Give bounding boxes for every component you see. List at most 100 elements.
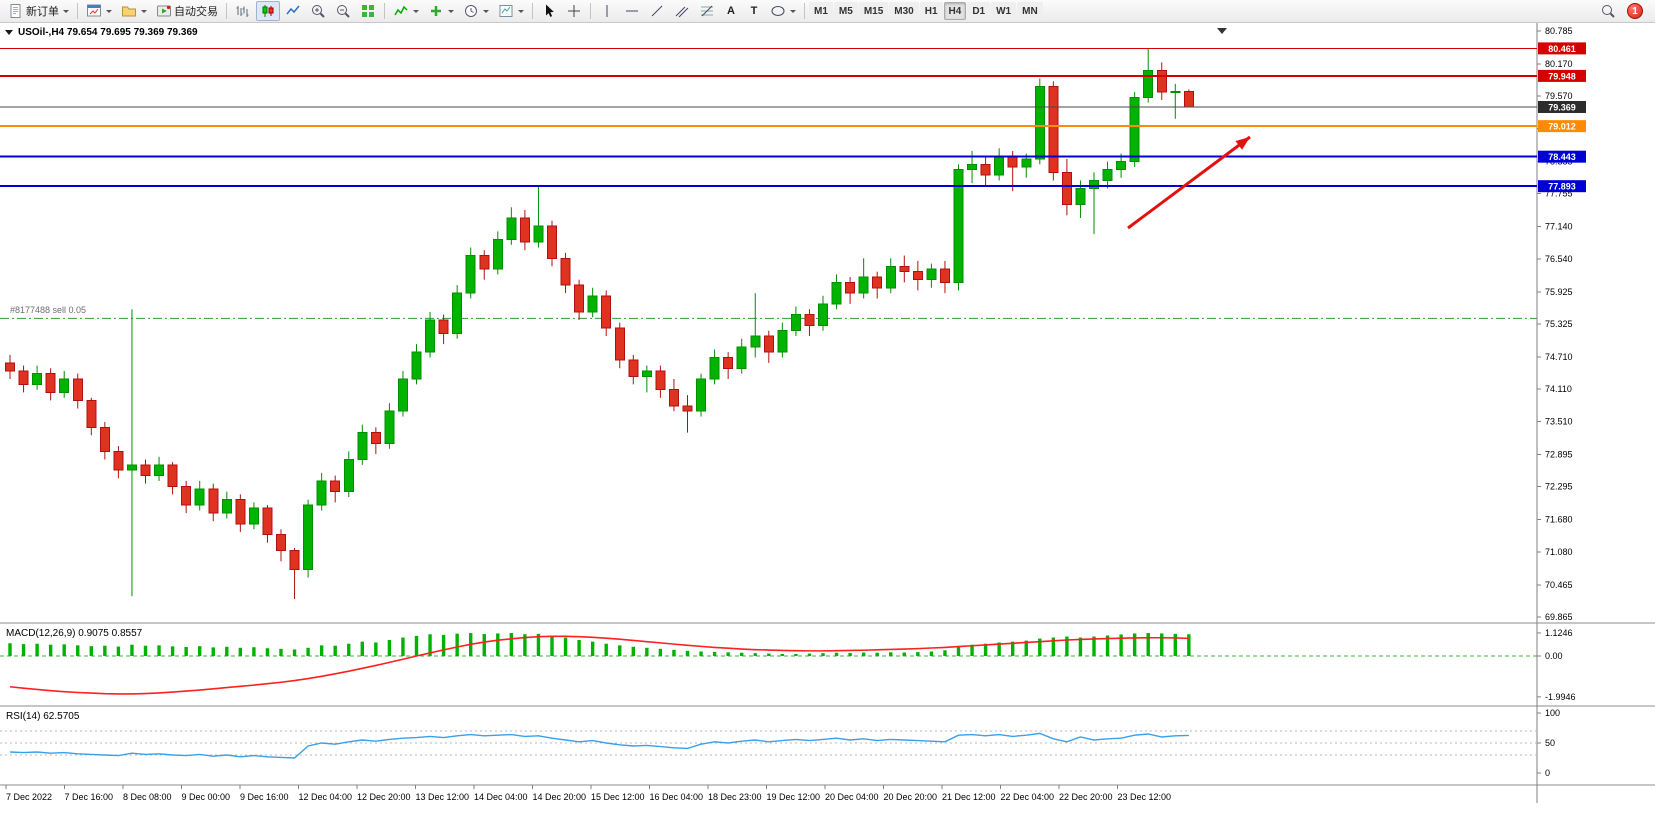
- new-order-icon: [8, 3, 24, 19]
- svg-text:23 Dec 12:00: 23 Dec 12:00: [1118, 792, 1172, 802]
- cursor-tool-button[interactable]: [537, 1, 561, 21]
- one-click-trading-toggle[interactable]: [5, 30, 13, 35]
- hlines-layer: [0, 47, 1537, 188]
- svg-text:12 Dec 20:00: 12 Dec 20:00: [357, 792, 411, 802]
- rsi-label: RSI(14) 62.5705: [6, 711, 80, 722]
- horizontal-line-tool-button[interactable]: [620, 1, 644, 21]
- vertical-line-tool-button[interactable]: [595, 1, 619, 21]
- timeframe-d1-button[interactable]: D1: [967, 2, 991, 20]
- caret-down-icon: [483, 9, 489, 13]
- trendline-icon: [649, 3, 665, 19]
- caret-down-icon: [518, 9, 524, 13]
- cursor-icon: [541, 3, 557, 19]
- horizontal-line-icon: [624, 3, 640, 19]
- svg-text:0: 0: [1545, 768, 1550, 778]
- svg-text:77.755: 77.755: [1545, 189, 1573, 199]
- position-label: #8177488 sell 0.05: [10, 305, 87, 316]
- chart-window[interactable]: 80.78580.17079.57078.96578.35577.75577.1…: [0, 23, 1655, 825]
- svg-text:77.140: 77.140: [1545, 222, 1573, 232]
- timeframe-m5-button[interactable]: M5: [833, 2, 858, 20]
- add-indicator-button[interactable]: [424, 1, 458, 21]
- svg-text:14 Dec 04:00: 14 Dec 04:00: [474, 792, 528, 802]
- timeframe-h4-button[interactable]: H4: [943, 2, 967, 20]
- time-axis: 7 Dec 2022 7 Dec 16:00 8 Dec 08:00 9 Dec 00…: [5, 785, 1172, 802]
- tile-windows-button[interactable]: [356, 1, 380, 21]
- chart-canvas[interactable]: 80.78580.17079.57078.96578.35577.75577.1…: [0, 23, 1655, 825]
- search-button[interactable]: [1596, 1, 1620, 21]
- svg-text:80.461: 80.461: [1548, 44, 1576, 54]
- fibonacci-icon: [699, 3, 715, 19]
- new-chart-icon: [86, 3, 102, 19]
- svg-text:77.893: 77.893: [1548, 182, 1576, 192]
- label-tool-button[interactable]: T: [743, 1, 765, 21]
- zoom-out-button[interactable]: [331, 1, 355, 21]
- svg-text:73.510: 73.510: [1545, 416, 1573, 426]
- svg-text:72.895: 72.895: [1545, 449, 1573, 459]
- svg-text:0.00: 0.00: [1545, 651, 1563, 661]
- tile-windows-icon: [360, 3, 376, 19]
- caret-down-icon: [790, 9, 796, 13]
- toolbar-separator: [384, 3, 385, 19]
- candlestick-mode-button[interactable]: [256, 1, 280, 21]
- svg-text:70.465: 70.465: [1545, 580, 1573, 590]
- fibonacci-tool-button[interactable]: [695, 1, 719, 21]
- notification-badge[interactable]: 1: [1627, 3, 1643, 19]
- shapes-tool-button[interactable]: [766, 1, 800, 21]
- timeframe-w1-button[interactable]: W1: [991, 2, 1017, 20]
- auto-trading-icon: [156, 3, 172, 19]
- svg-text:100: 100: [1545, 708, 1560, 718]
- candles-layer: [5, 48, 1194, 599]
- timeframe-m30-button[interactable]: M30: [889, 2, 919, 20]
- price-label-boxes: 80.461 79.948 79.369 79.012 78.443 77.893: [1538, 42, 1586, 193]
- indicators-button[interactable]: [389, 1, 423, 21]
- toolbar-separator: [804, 3, 805, 19]
- timeframe-mn-button[interactable]: MN: [1017, 2, 1043, 20]
- toolbar-separator: [532, 3, 533, 19]
- svg-text:8 Dec 08:00: 8 Dec 08:00: [123, 792, 172, 802]
- profiles-button[interactable]: [117, 1, 151, 21]
- channel-icon: [674, 3, 690, 19]
- text-tool-button[interactable]: A: [720, 1, 742, 21]
- svg-text:14 Dec 20:00: 14 Dec 20:00: [533, 792, 587, 802]
- toolbar-separator: [226, 3, 227, 19]
- svg-text:18 Dec 23:00: 18 Dec 23:00: [708, 792, 762, 802]
- templates-icon: [498, 3, 514, 19]
- new-order-button[interactable]: 新订单: [4, 1, 73, 21]
- new-chart-button[interactable]: [82, 1, 116, 21]
- line-chart-mode-button[interactable]: [281, 1, 305, 21]
- crosshair-tool-button[interactable]: [562, 1, 586, 21]
- svg-text:22 Dec 20:00: 22 Dec 20:00: [1059, 792, 1113, 802]
- svg-text:16 Dec 04:00: 16 Dec 04:00: [650, 792, 704, 802]
- rsi-pane: 100 50 0: [0, 708, 1560, 778]
- clock-icon: [463, 3, 479, 19]
- timeframe-h1-button[interactable]: H1: [919, 2, 943, 20]
- caret-down-icon: [448, 9, 454, 13]
- zoom-in-button[interactable]: [306, 1, 330, 21]
- svg-text:69.865: 69.865: [1545, 612, 1573, 622]
- timeframe-m15-button[interactable]: M15: [858, 2, 889, 20]
- svg-text:79.570: 79.570: [1545, 91, 1573, 101]
- auto-trading-button[interactable]: 自动交易: [152, 1, 222, 21]
- channel-tool-button[interactable]: [670, 1, 694, 21]
- svg-text:50: 50: [1545, 738, 1555, 748]
- svg-text:74.110: 74.110: [1545, 384, 1572, 394]
- svg-text:1.1246: 1.1246: [1545, 628, 1573, 638]
- periods-button[interactable]: [459, 1, 493, 21]
- price-axis: 80.78580.17079.57078.96578.35577.75577.1…: [1537, 26, 1573, 622]
- svg-text:7 Dec 16:00: 7 Dec 16:00: [65, 792, 114, 802]
- text-tool-icon: A: [727, 5, 735, 17]
- macd-label: MACD(12,26,9) 0.9075 0.8557: [6, 628, 143, 639]
- svg-text:20 Dec 20:00: 20 Dec 20:00: [884, 792, 938, 802]
- macd-pane: 1.1246 0.00 -1.9946: [0, 628, 1576, 702]
- chart-header: USOil-,H4 79.654 79.695 79.369 79.369: [5, 27, 198, 38]
- timeframe-m1-button[interactable]: M1: [809, 2, 833, 20]
- zoom-out-icon: [335, 3, 351, 19]
- svg-text:22 Dec 04:00: 22 Dec 04:00: [1001, 792, 1055, 802]
- bar-chart-mode-button[interactable]: [231, 1, 255, 21]
- trendline-tool-button[interactable]: [645, 1, 669, 21]
- svg-text:-1.9946: -1.9946: [1545, 692, 1576, 702]
- templates-button[interactable]: [494, 1, 528, 21]
- svg-text:13 Dec 12:00: 13 Dec 12:00: [416, 792, 470, 802]
- svg-text:75.325: 75.325: [1545, 319, 1573, 329]
